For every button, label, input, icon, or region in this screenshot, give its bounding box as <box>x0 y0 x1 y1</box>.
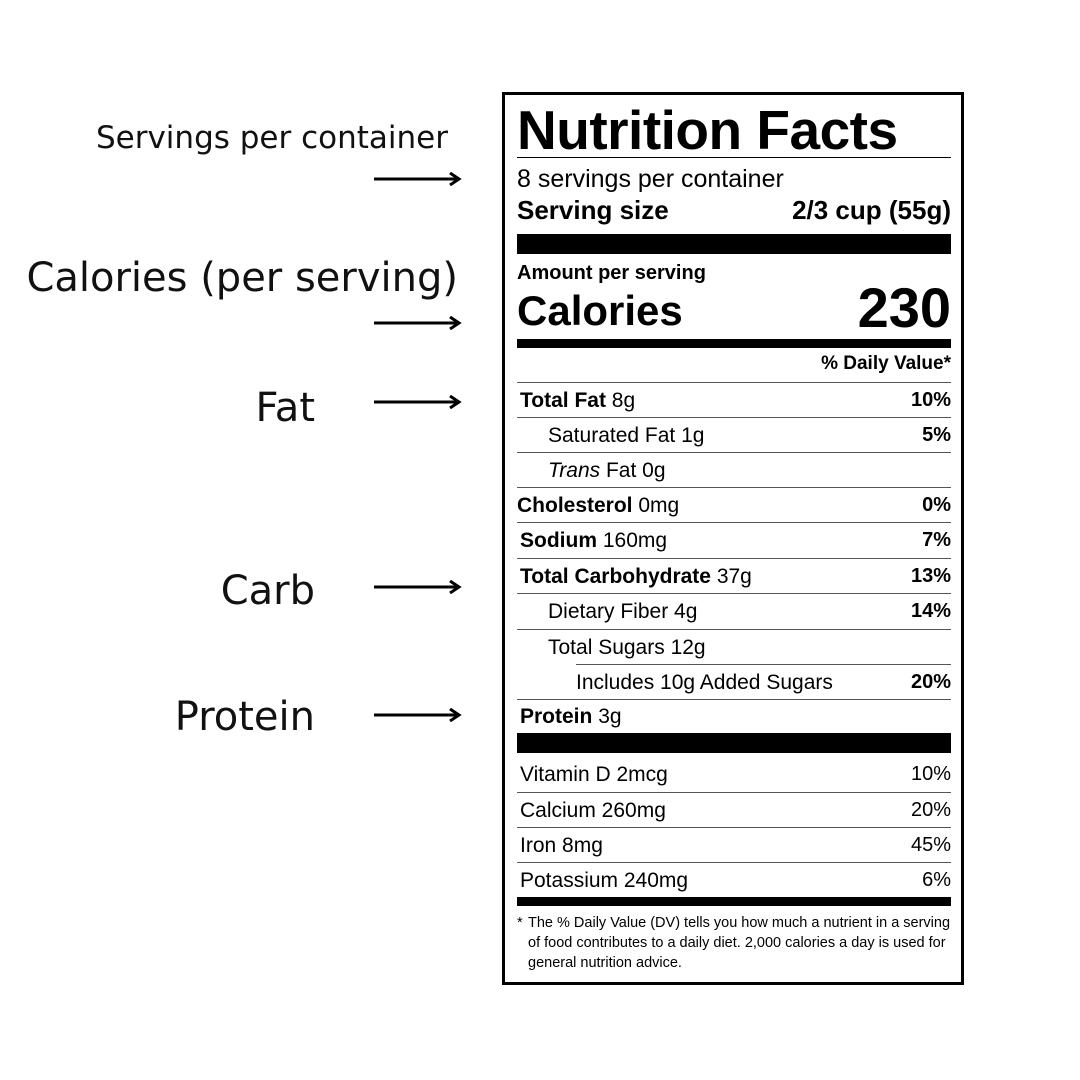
nutrient-amount: 0g <box>642 458 666 482</box>
nutrient-name: Dietary Fiber <box>548 599 669 623</box>
calories-label: Calories <box>517 287 683 334</box>
vitamin-dv: 10% <box>910 763 951 785</box>
vitamin-dv: 6% <box>922 869 951 891</box>
footnote-text: The % Daily Value (DV) tells you how muc… <box>528 915 951 971</box>
serving-size-row: Serving size 2/3 cup (55g) <box>517 195 951 225</box>
amount-per-serving: Amount per serving <box>517 262 706 284</box>
row-added-sugars: Includes 10g Added Sugars 20% <box>576 664 951 700</box>
row-total-fat: Total Fat 8g 10% <box>517 382 951 418</box>
nutrient-name: Cholesterol <box>517 493 633 517</box>
nutrient-name: Fat <box>605 458 637 482</box>
calories-row: Calories 230 <box>517 280 951 336</box>
annotation-carb: Carb <box>220 568 315 614</box>
nutrient-name: Sodium <box>520 528 597 552</box>
annotation-calories: Calories (per serving) <box>26 255 458 301</box>
vitamin-name: Calcium 260mg <box>520 798 666 822</box>
nutrient-dv: 10% <box>910 389 951 411</box>
arrow-servings-icon <box>374 172 462 186</box>
annotation-servings: Servings per container <box>95 120 448 156</box>
nutrient-dv: 5% <box>922 424 951 446</box>
medium-divider <box>517 339 951 348</box>
nutrient-name: Total Fat <box>520 388 606 412</box>
nutrient-dv: 0% <box>922 494 951 516</box>
serving-size-label: Serving size <box>517 195 669 225</box>
vitamin-name: Vitamin D 2mcg <box>520 762 668 786</box>
row-cholesterol: Cholesterol 0mg 0% <box>517 487 951 523</box>
row-trans-fat: Trans Fat 0g <box>517 452 951 488</box>
row-calcium: Calcium 260mg 20% <box>517 792 951 828</box>
nutrient-amount: 8g <box>611 388 636 412</box>
row-sodium: Sodium 160mg 7% <box>517 522 951 558</box>
daily-value-header: % Daily Value* <box>821 353 951 374</box>
row-total-carbohydrate: Total Carbohydrate 37g 13% <box>517 558 951 594</box>
annotation-fat: Fat <box>255 385 315 431</box>
nutrient-amount: 160mg <box>602 528 668 552</box>
arrow-fat-icon <box>374 395 462 409</box>
footnote: * The % Daily Value (DV) tells you how m… <box>517 913 951 973</box>
nutrient-amount: 12g <box>670 635 706 659</box>
label-title: Nutrition Facts <box>517 99 898 161</box>
row-protein: Protein 3g <box>517 699 951 734</box>
row-total-sugars: Total Sugars 12g <box>517 629 951 665</box>
divider <box>517 157 951 158</box>
vitamin-dv: 45% <box>910 834 951 856</box>
nutrient-dv: 14% <box>910 600 951 622</box>
nutrient-name: Protein <box>520 705 593 728</box>
arrow-protein-icon <box>374 708 462 722</box>
nutrient-name-italic: Trans <box>548 458 601 482</box>
servings-per-container: 8 servings per container <box>517 165 784 193</box>
nutrient-dv: 7% <box>922 529 951 551</box>
thick-divider <box>517 234 951 254</box>
nutrient-name: Total Carbohydrate <box>520 564 711 588</box>
vitamin-dv: 20% <box>910 799 951 821</box>
arrow-carb-icon <box>374 580 462 594</box>
serving-size-value: 2/3 cup (55g) <box>792 195 951 225</box>
row-saturated-fat: Saturated Fat 1g 5% <box>517 417 951 453</box>
nutrient-dv: 20% <box>910 671 951 693</box>
nutrient-amount: 3g <box>598 705 622 728</box>
row-potassium: Potassium 240mg 6% <box>517 862 951 898</box>
nutrition-label: Nutrition Facts 8 servings per container… <box>502 92 964 985</box>
nutrient-name: Saturated Fat <box>548 423 676 447</box>
calories-value: 230 <box>857 276 951 339</box>
nutrient-amount: 1g <box>681 423 705 447</box>
row-iron: Iron 8mg 45% <box>517 827 951 863</box>
row-dietary-fiber: Dietary Fiber 4g 14% <box>517 593 951 629</box>
arrow-calories-icon <box>374 316 462 330</box>
nutrient-amount: 4g <box>674 599 698 623</box>
nutrient-name: Includes 10g Added Sugars <box>576 670 833 694</box>
row-vitamin-d: Vitamin D 2mcg 10% <box>517 757 951 792</box>
nutrient-dv: 13% <box>910 565 951 587</box>
nutrient-amount: 0mg <box>638 493 680 517</box>
vitamin-name: Potassium 240mg <box>520 868 689 892</box>
nutrient-amount: 37g <box>716 564 752 588</box>
footnote-star: * <box>517 915 523 931</box>
annotation-protein: Protein <box>174 694 315 740</box>
nutrient-name: Total Sugars <box>548 635 665 659</box>
medium-divider <box>517 897 951 906</box>
vitamin-name: Iron 8mg <box>520 833 603 857</box>
thick-divider <box>517 733 951 753</box>
